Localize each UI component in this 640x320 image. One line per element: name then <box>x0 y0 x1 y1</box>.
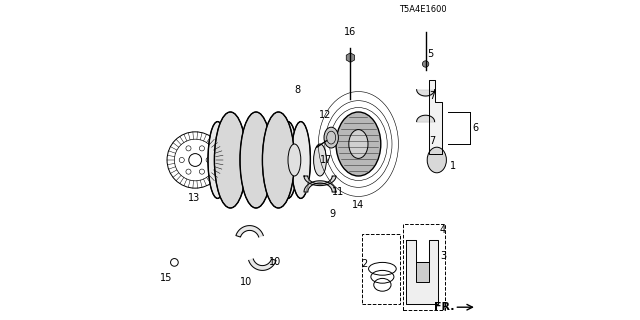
Circle shape <box>422 61 429 67</box>
Ellipse shape <box>314 144 326 176</box>
Text: 10: 10 <box>240 276 253 287</box>
Text: 7: 7 <box>429 91 435 101</box>
Polygon shape <box>406 240 438 304</box>
Text: 8: 8 <box>294 84 301 95</box>
Text: 11: 11 <box>332 187 344 197</box>
Polygon shape <box>429 80 442 154</box>
Text: 17: 17 <box>320 155 333 165</box>
Bar <box>416 262 429 282</box>
Text: 4: 4 <box>440 225 446 236</box>
Text: 3: 3 <box>440 251 446 261</box>
Bar <box>362 234 400 304</box>
Ellipse shape <box>214 112 246 208</box>
Text: 9: 9 <box>330 209 336 220</box>
Bar <box>403 224 445 310</box>
Ellipse shape <box>227 122 246 198</box>
Text: 14: 14 <box>352 200 365 210</box>
Text: FR.: FR. <box>434 302 454 312</box>
Ellipse shape <box>291 122 310 198</box>
Polygon shape <box>249 259 276 270</box>
Ellipse shape <box>266 122 285 198</box>
Ellipse shape <box>428 147 447 173</box>
Text: 16: 16 <box>344 27 356 37</box>
Text: 10: 10 <box>269 257 281 268</box>
Text: T5A4E1600: T5A4E1600 <box>399 5 446 14</box>
Text: 6: 6 <box>472 123 478 133</box>
Text: 1: 1 <box>450 161 456 172</box>
Text: 13: 13 <box>188 193 200 204</box>
Ellipse shape <box>278 122 298 198</box>
Polygon shape <box>304 181 336 192</box>
Text: 2: 2 <box>361 259 367 269</box>
Polygon shape <box>236 226 263 237</box>
Ellipse shape <box>240 112 272 208</box>
Ellipse shape <box>262 112 294 208</box>
Text: 7: 7 <box>429 136 435 146</box>
Ellipse shape <box>324 127 339 148</box>
Polygon shape <box>304 176 336 186</box>
Text: 15: 15 <box>160 273 173 284</box>
Ellipse shape <box>288 144 301 176</box>
Ellipse shape <box>349 130 368 158</box>
Text: 12: 12 <box>319 110 331 120</box>
Text: 5: 5 <box>428 49 433 60</box>
Ellipse shape <box>208 122 227 198</box>
Ellipse shape <box>246 122 266 198</box>
Ellipse shape <box>336 112 381 176</box>
